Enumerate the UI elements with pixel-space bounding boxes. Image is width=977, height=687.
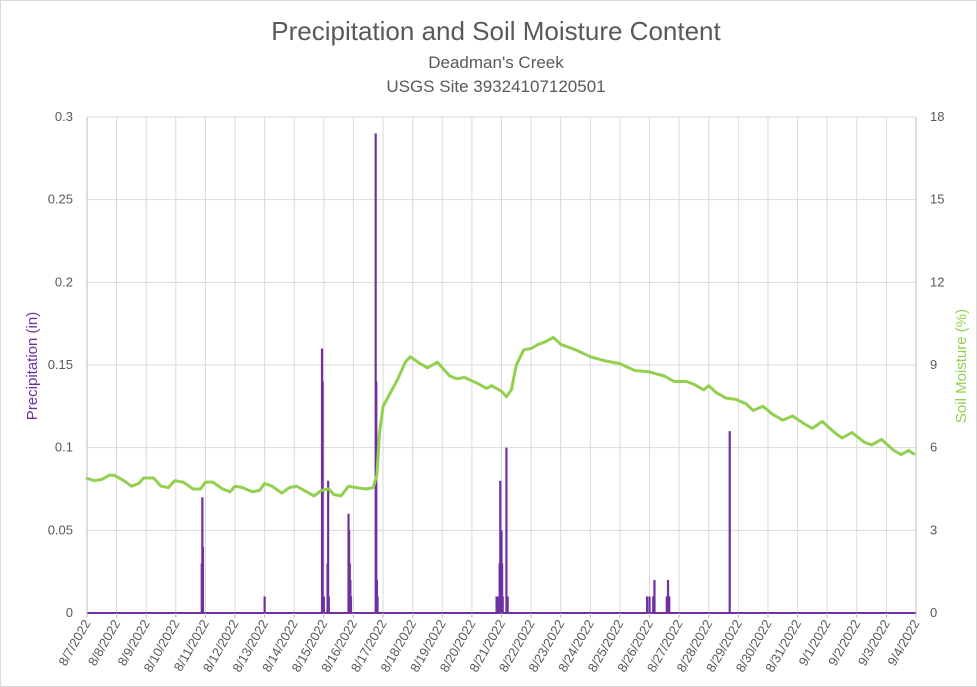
y-left-tick-label: 0.25: [48, 192, 73, 207]
y-right-tick-label: 0: [930, 605, 937, 620]
y-right-tick-label: 12: [930, 274, 944, 289]
y-left-tick-label: 0.2: [55, 274, 73, 289]
y-right-tick-label: 9: [930, 357, 937, 372]
y-right-tick-label: 6: [930, 440, 937, 455]
soil-moisture-series: [85, 335, 916, 498]
y-left-tick-label: 0.3: [55, 109, 73, 124]
soil-moisture-line: [85, 335, 916, 498]
y-axis-left-label: Precipitation (in): [24, 312, 41, 420]
chart-title: Precipitation and Soil Moisture Content: [271, 16, 721, 46]
y-left-tick-label: 0.15: [48, 357, 73, 372]
y-left-tick-label: 0.05: [48, 522, 73, 537]
chart-subtitle-line-1: Deadman's Creek: [428, 53, 564, 72]
y-axis-right-label: Soil Moisture (%): [953, 309, 970, 423]
y-right-tick-label: 18: [930, 109, 944, 124]
y-left-tick-label: 0: [66, 605, 73, 620]
y-left-tick-label: 0.1: [55, 440, 73, 455]
chart-subtitle-line-2: USGS Site 39324107120501: [386, 77, 605, 96]
axes: [86, 117, 917, 618]
y-right-tick-label: 3: [930, 522, 937, 537]
y-right-tick-label: 15: [930, 192, 944, 207]
